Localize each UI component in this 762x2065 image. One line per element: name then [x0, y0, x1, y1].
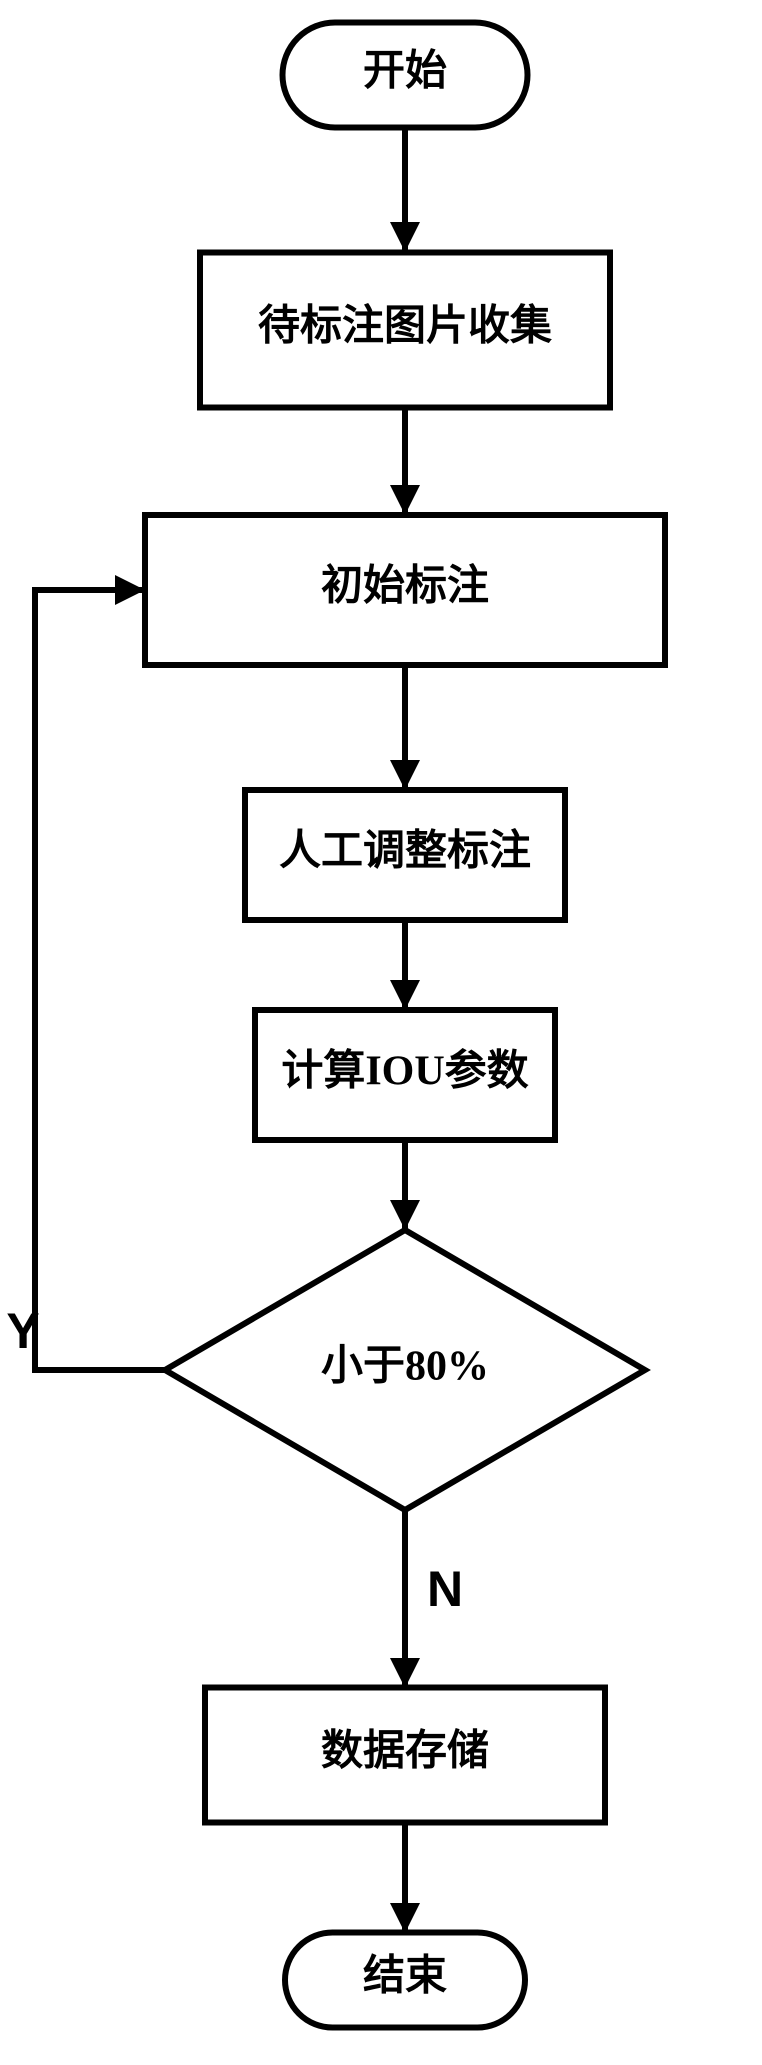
edge-label-N: N [427, 1561, 463, 1617]
node-label-store: 数据存储 [321, 1728, 489, 1775]
node-iou: 计算IOU参数 [255, 1010, 555, 1140]
node-store: 数据存储 [205, 1688, 605, 1823]
node-label-init: 初始标注 [321, 563, 489, 610]
node-end: 结束 [285, 1933, 525, 2028]
node-start: 开始 [283, 23, 528, 128]
node-collect: 待标注图片收集 [200, 253, 610, 408]
node-label-manual: 人工调整标注 [279, 828, 531, 875]
node-label-end: 结束 [363, 1953, 447, 2000]
edge-label-Y: Y [6, 1303, 39, 1359]
flowchart-container: N Y 开始待标注图片收集初始标注人工调整标注计算IOU参数小于80% 数据存储结束 [0, 0, 762, 2065]
node-label-collect: 待标注图片收集 [258, 303, 552, 350]
node-manual: 人工调整标注 [245, 790, 565, 920]
node-label-dec: 小于80% [321, 1344, 489, 1390]
node-label-start: 开始 [363, 48, 447, 95]
node-init: 初始标注 [145, 515, 665, 665]
node-label-iou: 计算IOU参数 [281, 1048, 528, 1095]
